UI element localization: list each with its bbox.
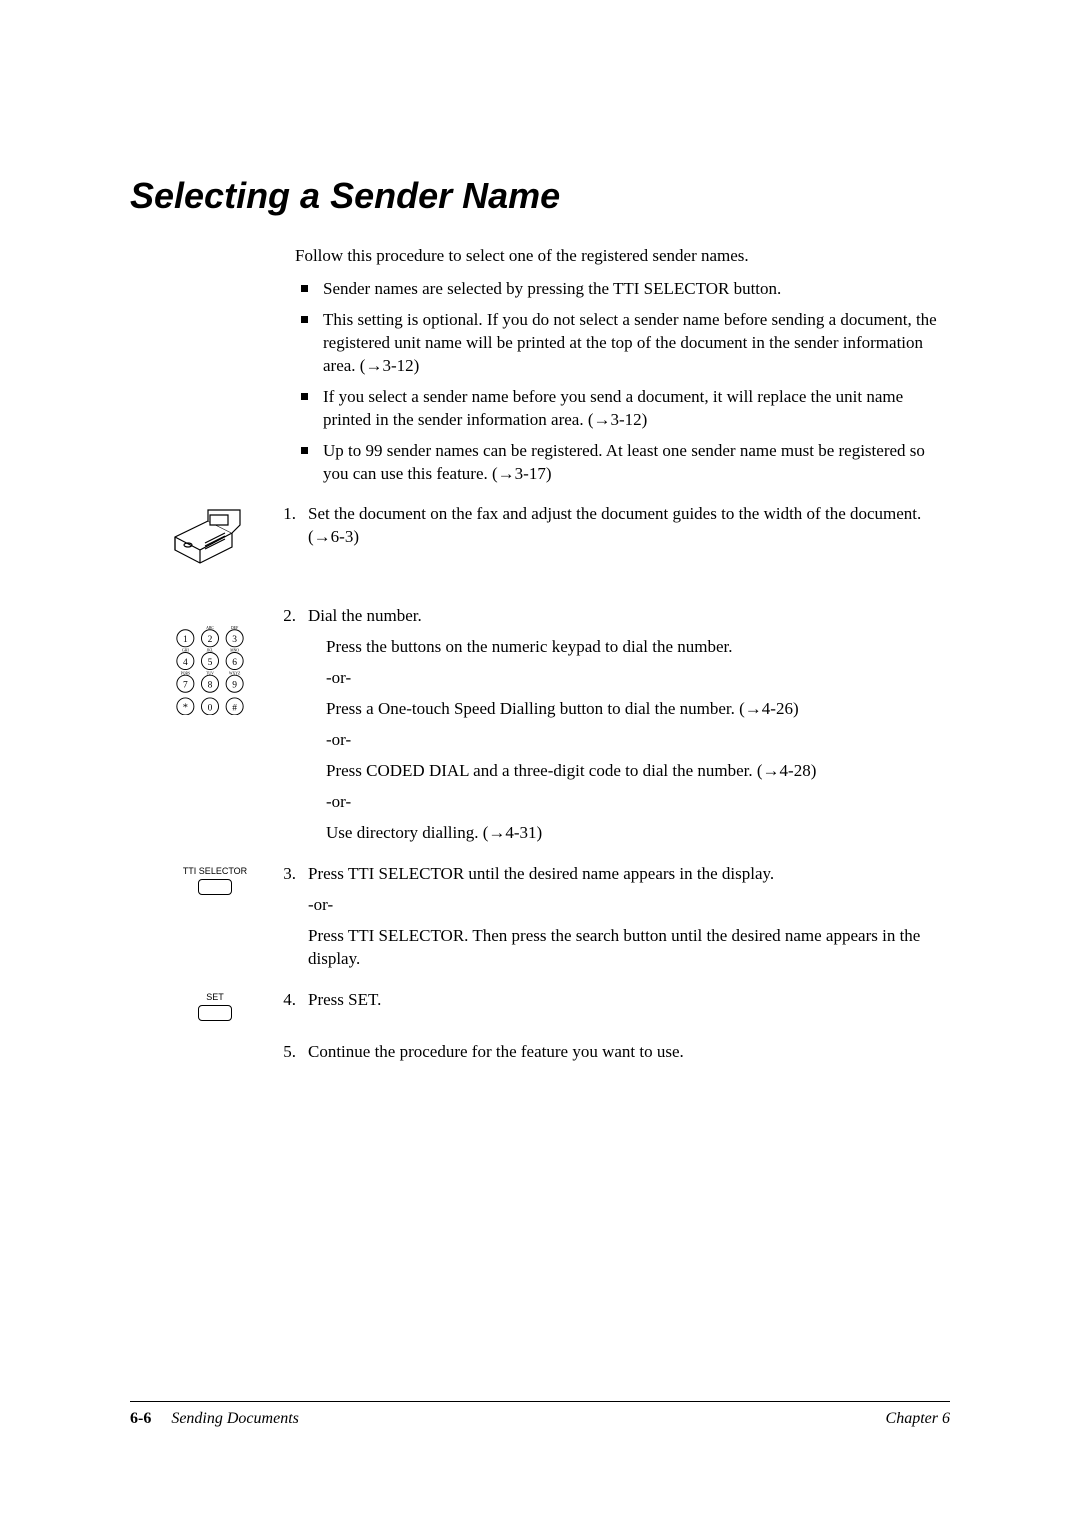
svg-text:JKL: JKL — [207, 649, 214, 653]
bullet-list: Sender names are selected by pressing th… — [295, 278, 950, 486]
sub-text: Press the buttons on the numeric keypad … — [326, 636, 950, 659]
set-button-icon: SET — [180, 991, 250, 1021]
step-text: Press TTI SELECTOR until the desired nam… — [308, 863, 950, 886]
svg-text:MNO: MNO — [230, 649, 239, 653]
svg-text:4: 4 — [183, 658, 188, 668]
svg-text:1: 1 — [183, 635, 188, 645]
button-label: SET — [206, 991, 224, 1003]
svg-text:0: 0 — [208, 704, 213, 714]
svg-text:GHI: GHI — [182, 649, 189, 653]
svg-text:2: 2 — [208, 635, 213, 645]
svg-text:8: 8 — [208, 681, 213, 691]
svg-text:PQRS: PQRS — [181, 672, 190, 676]
svg-text:7: 7 — [183, 681, 188, 691]
or-text: -or- — [308, 894, 950, 917]
intro-text: Follow this procedure to select one of t… — [295, 245, 950, 268]
step-number: 4. — [280, 989, 308, 1012]
keypad-icon: 1 ABC 2 DEF 3 GHI 4 JKL 5 MNO 6 PQRS 7 T… — [170, 625, 250, 715]
chapter-name: Chapter 6 — [886, 1410, 950, 1428]
sub-text: Use directory dialling. (→4-31) — [326, 822, 950, 845]
or-text: -or- — [326, 791, 950, 814]
svg-text:ABC: ABC — [206, 626, 214, 630]
bullet-item: Up to 99 sender names can be registered.… — [295, 440, 950, 486]
button-label: TTI SELECTOR — [183, 865, 247, 877]
or-text: -or- — [326, 729, 950, 752]
step-3: TTI SELECTOR 3. Press TTI SELECTOR until… — [130, 863, 950, 979]
step-number: 1. — [280, 503, 308, 526]
page-footer: 6-6 Sending Documents Chapter 6 — [130, 1401, 950, 1428]
step-5: 5. Continue the procedure for the featur… — [130, 1041, 950, 1072]
step-text: Dial the number. — [308, 605, 950, 628]
page-number: 6-6 — [130, 1410, 151, 1428]
svg-text:5: 5 — [208, 658, 213, 668]
page-title: Selecting a Sender Name — [130, 175, 950, 217]
svg-text:TUV: TUV — [206, 672, 214, 676]
step-1: 1. Set the document on the fax and adjus… — [130, 503, 950, 575]
step-number: 3. — [280, 863, 308, 886]
svg-text:WXYZ: WXYZ — [229, 672, 241, 676]
bullet-item: This setting is optional. If you do not … — [295, 309, 950, 378]
svg-text:9: 9 — [232, 681, 237, 691]
step-4: SET 4. Press SET. — [130, 989, 950, 1021]
step-2: 1 ABC 2 DEF 3 GHI 4 JKL 5 MNO 6 PQRS 7 T… — [130, 605, 950, 853]
tti-selector-button-icon: TTI SELECTOR — [180, 865, 250, 895]
or-text: -or- — [326, 667, 950, 690]
svg-text:DEF: DEF — [231, 626, 238, 630]
step-text: Continue the procedure for the feature y… — [308, 1041, 950, 1064]
step-text: Press SET. — [308, 989, 950, 1012]
sub-text: Press CODED DIAL and a three-digit code … — [326, 760, 950, 783]
step-text: Press TTI SELECTOR. Then press the searc… — [308, 925, 950, 971]
sub-text: Press a One-touch Speed Dialling button … — [326, 698, 950, 721]
bullet-item: Sender names are selected by pressing th… — [295, 278, 950, 301]
step-number: 5. — [280, 1041, 308, 1064]
fax-machine-icon — [160, 505, 250, 575]
svg-text:*: * — [183, 703, 188, 714]
step-number: 2. — [280, 605, 308, 628]
bullet-item: If you select a sender name before you s… — [295, 386, 950, 432]
step-text: Set the document on the fax and adjust t… — [308, 503, 950, 549]
svg-text:#: # — [232, 704, 237, 714]
svg-text:3: 3 — [232, 635, 237, 645]
section-name: Sending Documents — [171, 1410, 299, 1428]
svg-text:6: 6 — [232, 658, 237, 668]
